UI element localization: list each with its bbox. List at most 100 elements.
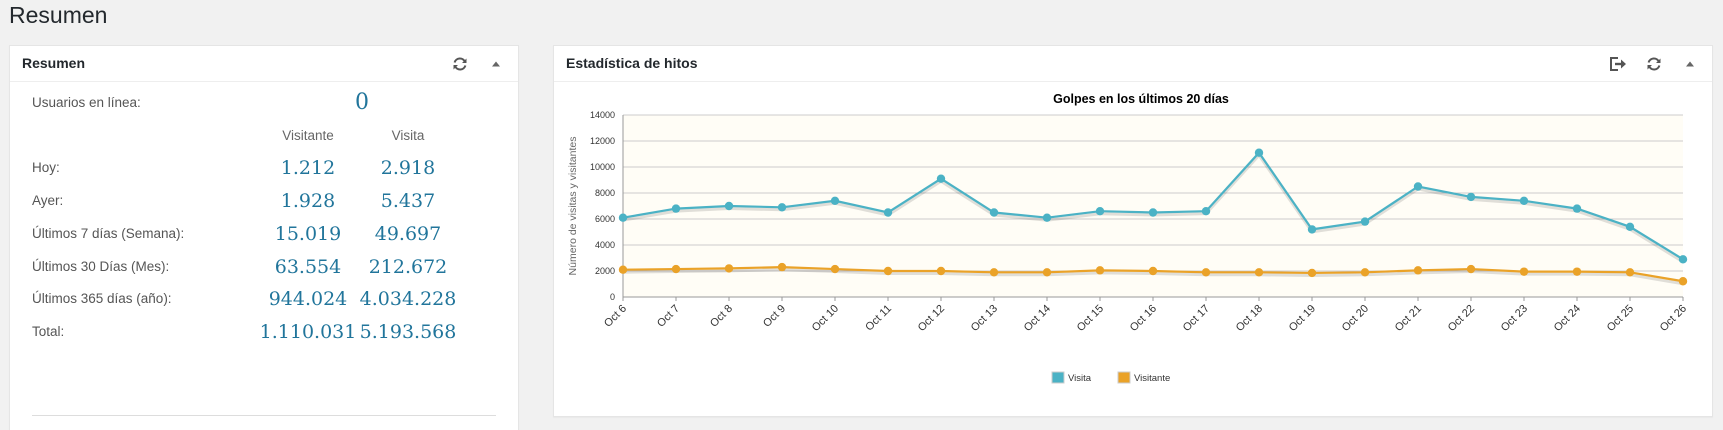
row-month-label: Últimos 30 Días (Mes):: [32, 259, 170, 274]
collapse-triangle-icon[interactable]: [478, 46, 514, 82]
row-year-visitor[interactable]: 944.024: [268, 288, 348, 310]
collapse-triangle-icon[interactable]: [1672, 46, 1708, 82]
hits-panel: Estadística de hitos Golpes en los últim…: [553, 45, 1713, 417]
data-point: [1572, 204, 1582, 213]
data-point: [989, 208, 999, 217]
x-tick-label: Oct 11: [863, 303, 894, 334]
data-point: [1678, 277, 1688, 286]
data-point: [1466, 192, 1476, 202]
summary-panel-header: Resumen: [10, 46, 518, 82]
data-point: [1678, 255, 1688, 264]
row-total-label: Total:: [32, 324, 65, 339]
data-point: [883, 208, 893, 217]
summary-panel-title: Resumen: [22, 55, 86, 71]
refresh-icon[interactable]: [1636, 46, 1672, 82]
data-point: [777, 262, 787, 272]
data-point: [936, 266, 946, 276]
summary-divider: [32, 415, 496, 416]
data-point: [1360, 217, 1370, 226]
data-point: [936, 174, 946, 183]
x-tick-label: Oct 19: [1287, 303, 1318, 334]
row-year-label: Últimos 365 días (año):: [32, 291, 172, 306]
hits-panel-header: Estadística de hitos: [554, 46, 1712, 82]
x-tick-label: Oct 20: [1340, 303, 1371, 334]
data-point: [1519, 196, 1529, 205]
y-tick-label: 10000: [590, 162, 615, 172]
data-point: [618, 213, 628, 222]
chart-series: [618, 148, 1688, 286]
legend-label: Visita: [1068, 373, 1092, 384]
row-month-visitor[interactable]: 63.554: [274, 256, 342, 278]
y-tick-label: 14000: [590, 110, 615, 120]
data-point: [724, 264, 734, 273]
data-point: [1254, 268, 1264, 277]
data-point: [777, 203, 787, 212]
x-tick-label: Oct 22: [1446, 303, 1477, 334]
row-week-label: Últimos 7 días (Semana):: [32, 226, 185, 241]
data-point: [1466, 264, 1476, 274]
x-tick-label: Oct 18: [1234, 303, 1265, 334]
chart-legend: Visita Visitante: [1051, 371, 1170, 384]
x-tick-label: Oct 6: [602, 303, 629, 330]
chart-y-axis-label: Número de visitas y visitantes: [567, 137, 579, 276]
row-today-visitor[interactable]: 1.212: [280, 157, 336, 179]
data-point: [1201, 268, 1211, 277]
row-week-visitor[interactable]: 15.019: [274, 223, 342, 245]
data-point: [671, 204, 681, 213]
y-tick-label: 0: [610, 292, 615, 302]
row-month-visit[interactable]: 212.672: [368, 256, 448, 278]
row-total-visitor[interactable]: 1.110.031: [259, 321, 357, 343]
x-tick-label: Oct 12: [916, 303, 947, 334]
row-yesterday-visitor[interactable]: 1.928: [280, 190, 336, 212]
x-tick-label: Oct 7: [655, 303, 682, 330]
data-point: [1360, 268, 1370, 277]
data-point: [1095, 266, 1105, 275]
row-total-visit[interactable]: 5.193.568: [359, 321, 457, 343]
x-tick-label: Oct 10: [810, 303, 841, 334]
refresh-icon[interactable]: [442, 46, 478, 82]
data-point: [1148, 208, 1158, 217]
chart-x-ticks: Oct 6 Oct 7 Oct 8 Oct 9 Oct 10 Oct 11 Oct 12 Oc…: [602, 297, 1689, 334]
x-tick-label: Oct 14: [1022, 303, 1053, 334]
x-tick-label: Oct 23: [1499, 303, 1530, 334]
x-tick-label: Oct 15: [1075, 303, 1106, 334]
col-visit-header: Visita: [391, 128, 425, 143]
data-point: [618, 265, 628, 274]
chart-y-ticks: 0 2000 4000 6000 8000 10000 12000 14000: [590, 110, 615, 302]
y-tick-label: 12000: [590, 136, 615, 146]
sign-out-icon[interactable]: [1600, 46, 1636, 82]
x-tick-label: Oct 26: [1658, 303, 1689, 334]
data-point: [1413, 266, 1423, 275]
data-point: [1413, 182, 1423, 191]
row-year-visit[interactable]: 4.034.228: [359, 288, 457, 310]
row-yesterday-label: Ayer:: [32, 193, 64, 208]
row-yesterday-visit[interactable]: 5.437: [380, 190, 436, 212]
x-tick-label: Oct 25: [1605, 303, 1636, 334]
data-point: [1095, 207, 1105, 216]
y-tick-label: 6000: [595, 214, 615, 224]
legend-swatch: [1117, 371, 1131, 384]
y-tick-label: 2000: [595, 266, 615, 276]
data-point: [1042, 213, 1052, 222]
x-tick-label: Oct 17: [1181, 303, 1212, 334]
data-point: [1201, 207, 1211, 216]
hits-panel-title: Estadística de hitos: [566, 55, 698, 71]
data-point: [830, 264, 840, 274]
row-week-visit[interactable]: 49.697: [374, 223, 442, 245]
row-today-visit[interactable]: 2.918: [380, 157, 436, 179]
data-point: [1625, 222, 1635, 231]
online-users-value: 0: [355, 90, 369, 115]
hits-line-chart: Golpes en los últimos 20 días 0 2000 4000 6…: [567, 92, 1689, 384]
data-point: [724, 201, 734, 211]
page-title: Resumen: [9, 2, 108, 28]
y-tick-label: 4000: [595, 240, 615, 250]
data-point: [1307, 225, 1317, 234]
online-users-label: Usuarios en línea:: [32, 95, 141, 110]
data-point: [883, 266, 893, 276]
x-tick-label: Oct 13: [969, 303, 1000, 334]
legend-swatch: [1051, 371, 1065, 384]
col-visitor-header: Visitante: [282, 128, 334, 143]
legend-label: Visitante: [1134, 373, 1170, 384]
data-point: [1148, 266, 1158, 276]
data-point: [1254, 148, 1264, 157]
